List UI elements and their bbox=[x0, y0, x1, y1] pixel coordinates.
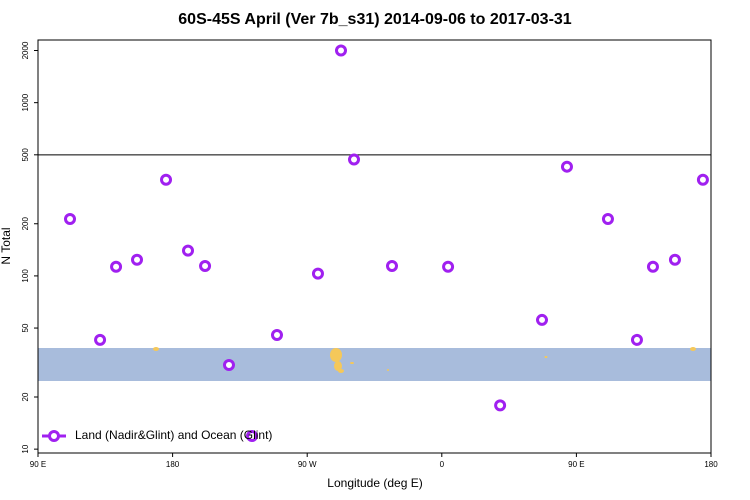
x-tick-label: 180 bbox=[704, 460, 718, 469]
x-axis-label: Longitude (deg E) bbox=[327, 476, 422, 490]
point bbox=[442, 260, 455, 273]
y-tick-label: 2000 bbox=[21, 41, 30, 59]
x-tick-label: 180 bbox=[166, 460, 180, 469]
y-tick-label: 50 bbox=[21, 323, 30, 332]
point bbox=[668, 253, 681, 266]
point bbox=[110, 260, 123, 273]
y-tick-label: 20 bbox=[21, 392, 30, 401]
point bbox=[160, 173, 173, 186]
x-tick-label: 90 E bbox=[568, 460, 584, 469]
point bbox=[348, 153, 361, 166]
point bbox=[334, 44, 347, 57]
point bbox=[270, 328, 283, 341]
point bbox=[494, 399, 507, 412]
point bbox=[131, 253, 144, 266]
y-tick-label: 200 bbox=[21, 217, 30, 231]
point bbox=[646, 260, 659, 273]
y-tick-label: 100 bbox=[21, 269, 30, 283]
legend-marker bbox=[48, 430, 60, 442]
point bbox=[64, 213, 77, 226]
y-axis-label: N Total bbox=[0, 227, 13, 264]
point bbox=[536, 313, 549, 326]
point bbox=[601, 213, 614, 226]
point bbox=[630, 333, 643, 346]
x-tick-label: 90 E bbox=[30, 460, 46, 469]
map-strip bbox=[38, 348, 711, 381]
x-tick-label: 90 W bbox=[298, 460, 317, 469]
chart-title: 60S-45S April (Ver 7b_s31) 2014-09-06 to… bbox=[178, 11, 572, 28]
point bbox=[560, 160, 573, 173]
point bbox=[246, 430, 259, 443]
point bbox=[199, 260, 212, 273]
y-tick-label: 500 bbox=[21, 148, 30, 162]
point bbox=[385, 260, 398, 273]
point bbox=[182, 244, 195, 257]
legend-label: Land (Nadir&Glint) and Ocean (Glint) bbox=[75, 428, 272, 442]
y-tick-label: 1000 bbox=[21, 93, 30, 111]
point bbox=[222, 358, 235, 371]
point bbox=[696, 173, 709, 186]
y-tick-label: 10 bbox=[21, 444, 30, 453]
point bbox=[311, 267, 324, 280]
point bbox=[94, 333, 107, 346]
plot-frame bbox=[37, 39, 712, 454]
x-tick-label: 0 bbox=[440, 460, 445, 469]
land-shapes bbox=[153, 347, 696, 373]
